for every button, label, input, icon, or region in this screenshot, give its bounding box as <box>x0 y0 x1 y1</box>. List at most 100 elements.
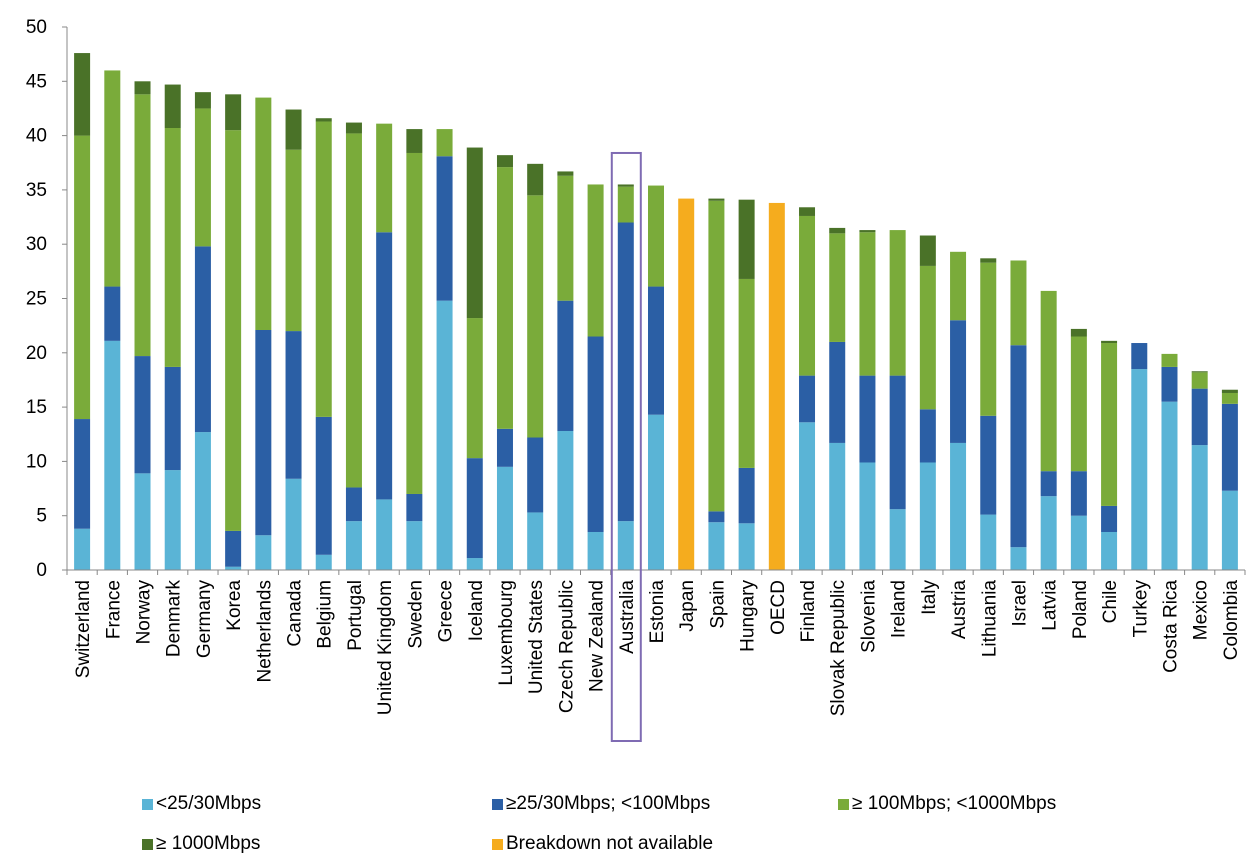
bar-segment <box>829 341 846 443</box>
bar-segment <box>889 230 906 376</box>
bar-segment <box>194 432 211 570</box>
x-tick-label: Switzerland <box>73 580 94 678</box>
bar-segment <box>1101 340 1118 344</box>
bar-segment <box>225 94 242 131</box>
bar-segment <box>799 422 816 570</box>
bar-segment <box>617 222 634 522</box>
bar-segment <box>527 437 544 513</box>
bar-segment <box>648 286 664 415</box>
x-tick-label: Germany <box>194 580 215 659</box>
bar-segment <box>436 300 453 570</box>
x-tick-label: Italy <box>919 580 940 615</box>
bar-segment <box>104 286 121 341</box>
bar-segment <box>1101 343 1118 506</box>
bar-segment <box>466 558 483 570</box>
x-tick-label: Korea <box>224 580 245 631</box>
bar-segment <box>557 171 574 176</box>
legend-label: ≥ 1000Mbps <box>156 833 261 854</box>
bar-segment <box>376 123 393 233</box>
x-tick-label: Czech Republic <box>556 580 577 713</box>
bar-segment <box>587 336 604 532</box>
bar-segment <box>164 470 181 570</box>
bar-segment <box>1191 372 1208 389</box>
chart-legend: <25/30Mbps ≥25/30Mbps; <100Mbps ≥ 100Mbps;… <box>0 783 1248 854</box>
bar-segment <box>466 147 483 319</box>
bar-segment <box>1191 371 1208 373</box>
bar-segment <box>1040 496 1057 570</box>
y-tick-label: 40 <box>26 126 47 147</box>
bar-segment <box>919 409 936 463</box>
bar-segment <box>345 487 362 522</box>
bar-segment <box>889 375 906 510</box>
bar-segment <box>919 462 936 570</box>
bar-segment <box>406 521 423 570</box>
bar-segment <box>587 184 604 337</box>
y-axis: 0 5 10 15 20 25 30 35 40 45 50 <box>26 17 68 581</box>
legend-item: ≥ 1000Mbps <box>142 833 260 855</box>
bar-segment <box>1131 369 1148 570</box>
bar-segment <box>466 318 483 459</box>
x-tick-label: Hungary <box>738 580 759 652</box>
bar-segment <box>738 467 755 524</box>
bar-segment <box>950 442 967 570</box>
bar-segment <box>315 416 332 555</box>
bar-segment <box>376 232 393 500</box>
y-tick-label: 5 <box>36 506 47 527</box>
bar-segment <box>950 320 967 443</box>
bar-segment <box>134 473 151 570</box>
bar-segment <box>134 81 151 95</box>
x-tick-label: Slovenia <box>858 580 879 653</box>
legend-item: <25/30Mbps <box>142 793 261 815</box>
bar-segment <box>919 235 936 266</box>
x-tick-label: Costa Rica <box>1160 580 1181 673</box>
x-tick-label: OECD <box>768 580 789 635</box>
x-tick-label: Mexico <box>1191 580 1212 640</box>
bar-segment <box>255 329 272 536</box>
bar-segment <box>194 246 211 433</box>
bar-segment <box>1221 490 1238 570</box>
x-tick-label: Portugal <box>345 580 366 651</box>
x-tick-label: Colombia <box>1221 580 1242 661</box>
bar-segment <box>980 415 997 515</box>
bar-segment <box>164 366 181 471</box>
bar-segment <box>225 530 242 567</box>
bar-segment <box>889 509 906 570</box>
bar-segment <box>738 278 755 468</box>
bar-segment <box>859 375 876 463</box>
y-tick-label: 30 <box>26 234 47 255</box>
y-tick-label: 0 <box>36 560 47 581</box>
x-tick-label: Chile <box>1100 580 1121 623</box>
bar-segment <box>1221 392 1238 404</box>
bar-segment <box>1221 389 1238 393</box>
bar-segment <box>980 514 997 570</box>
x-axis: Switzerland France Norway Denmark Germany Kor… <box>66 569 1246 716</box>
bar-segment <box>1131 343 1148 370</box>
bar-segment <box>1161 401 1178 570</box>
bar-segment <box>1191 445 1208 570</box>
x-tick-label: Australia <box>617 580 638 654</box>
bar-segment <box>466 458 483 559</box>
x-tick-label: Ireland <box>889 580 910 638</box>
x-tick-label: Estonia <box>647 580 668 644</box>
bar-segment <box>980 262 997 416</box>
bar-segment <box>376 499 393 570</box>
bar-segment <box>1010 547 1027 570</box>
bar-segment <box>557 300 574 431</box>
bar-segment <box>406 152 423 494</box>
legend-label: ≥ 100Mbps; <1000Mbps <box>852 793 1057 814</box>
x-tick-label: Spain <box>707 580 728 629</box>
bar-segment <box>164 84 181 128</box>
bar-segment <box>406 129 423 153</box>
bar-segment <box>74 528 91 570</box>
bar-segment <box>255 97 272 330</box>
bar-segment <box>345 521 362 570</box>
bar-segment <box>285 478 302 570</box>
bar-segment <box>799 375 816 423</box>
x-tick-label: Turkey <box>1130 580 1151 638</box>
bar-segment <box>315 554 332 570</box>
bar-segment <box>436 129 453 157</box>
bar-segment <box>829 442 846 570</box>
legend-label: Breakdown not available <box>506 833 714 854</box>
x-tick-label: Austria <box>949 580 970 640</box>
bar-segment <box>557 175 574 301</box>
